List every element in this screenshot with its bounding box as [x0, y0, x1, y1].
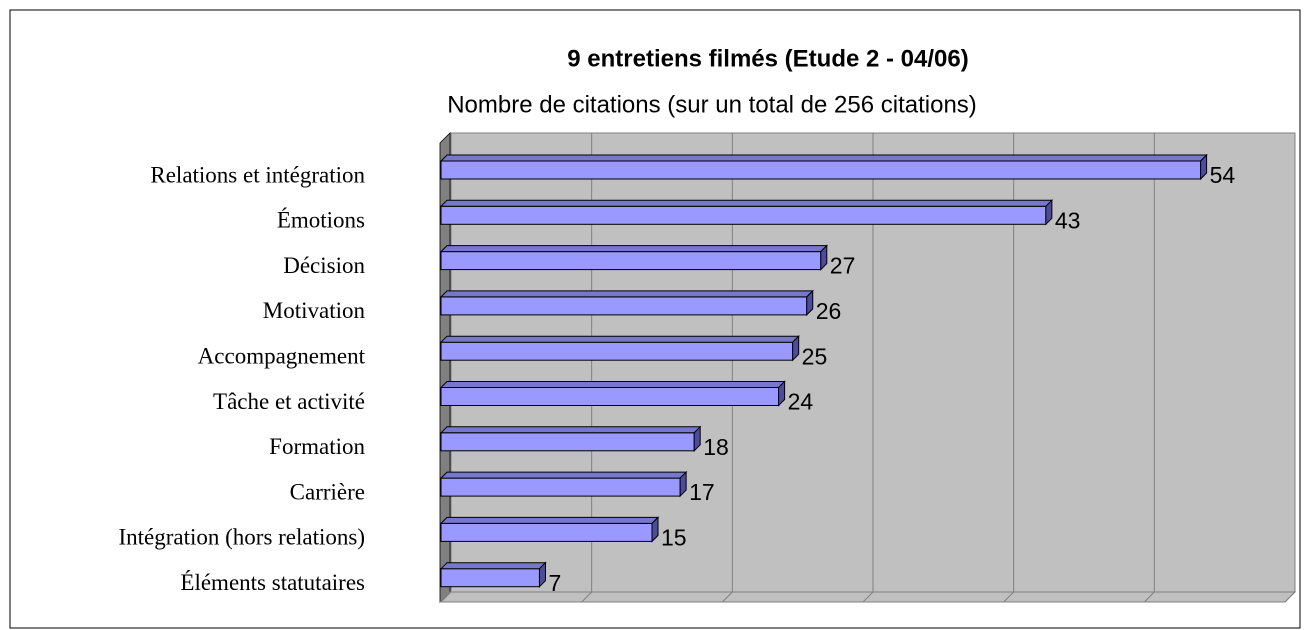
y-tick-label: Tâche et activité — [213, 389, 365, 414]
y-tick-label: Formation — [269, 434, 365, 459]
value-label: 27 — [830, 253, 856, 279]
bar-top — [439, 199, 1054, 207]
bar-side — [1200, 153, 1208, 181]
bar-side — [651, 516, 659, 543]
grid-line — [1284, 591, 1296, 603]
bar-side — [1045, 199, 1053, 226]
bar-side — [679, 470, 687, 498]
value-label: 26 — [816, 298, 842, 324]
y-tick-label: Carrière — [290, 479, 365, 504]
value-label: 43 — [1055, 207, 1081, 233]
y-tick-label: Relations et intégration — [150, 162, 365, 187]
value-label: 18 — [703, 434, 729, 460]
value-label: 17 — [689, 479, 715, 505]
bar — [440, 522, 653, 542]
chart-title: 9 entretiens filmés (Etude 2 - 04/06) — [567, 45, 968, 72]
bar-side — [806, 289, 814, 317]
bar-side — [792, 334, 800, 362]
bar — [440, 432, 695, 452]
value-label: 24 — [788, 389, 814, 415]
bar — [440, 296, 808, 316]
y-tick-label: Intégration (hors relations) — [118, 525, 365, 550]
bar-top — [439, 562, 547, 570]
bar-top — [439, 245, 829, 253]
grid-line — [440, 591, 452, 603]
y-tick-label: Motivation — [263, 298, 366, 323]
bar-top — [439, 154, 1208, 162]
y-tick-label: Éléments statutaires — [180, 570, 365, 595]
y-tick-label: Décision — [283, 253, 365, 278]
grid-line — [721, 591, 733, 603]
bar — [440, 160, 1202, 180]
bar — [440, 477, 681, 497]
grid-line — [1143, 591, 1155, 603]
chart-subtitle: Nombre de citations (sur un total de 256… — [447, 91, 977, 118]
bar — [440, 205, 1047, 225]
value-label: 15 — [661, 524, 687, 550]
y-tick-label: Émotions — [277, 208, 365, 233]
bar-side — [693, 425, 701, 453]
bar-top — [439, 335, 800, 343]
grid-line — [1003, 591, 1015, 603]
value-label: 54 — [1210, 162, 1236, 188]
bar — [440, 341, 794, 361]
bar — [440, 251, 822, 271]
value-label: 7 — [548, 570, 561, 596]
bar-top — [439, 381, 786, 388]
y-tick-label: Accompagnement — [198, 343, 366, 368]
bar-side — [820, 244, 828, 271]
bar-side — [778, 380, 786, 407]
bar-side — [538, 561, 546, 588]
bar — [440, 387, 780, 406]
bar-top — [439, 290, 814, 298]
grid-line — [581, 591, 593, 603]
bar-top — [439, 471, 688, 479]
bar-top — [439, 516, 660, 524]
grid-line — [862, 591, 874, 603]
value-label: 25 — [802, 343, 828, 369]
bar — [440, 568, 540, 588]
bar-top — [439, 426, 702, 434]
